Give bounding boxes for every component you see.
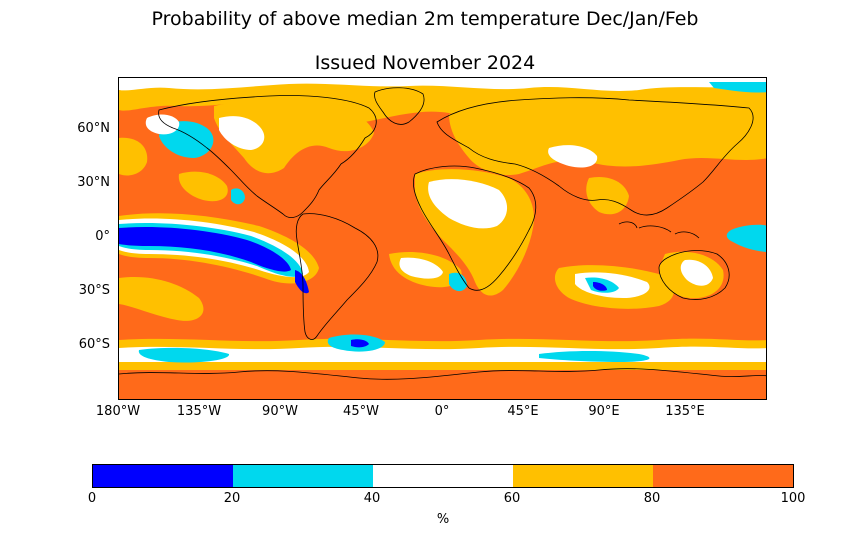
colorbar-tick-0: 0: [87, 491, 97, 506]
coast-antarctica: [119, 368, 766, 380]
probability-map: [118, 77, 767, 400]
region-neutral-australia: [680, 259, 713, 286]
region-low-arctic-ne: [709, 82, 766, 93]
region-very-low-indian-ocean: [593, 282, 607, 291]
lon-label-135w: 135°W: [176, 404, 222, 419]
coast-eurasia: [436, 97, 754, 216]
lon-label-90w: 90°W: [262, 404, 298, 419]
region-low-east-pacific: [726, 224, 766, 252]
region-very-low-southern-atlantic: [351, 339, 369, 348]
region-neutral-arctic: [119, 78, 766, 91]
lon-label-90e: 90°E: [588, 404, 620, 419]
lat-label-30n: 30°N: [77, 175, 110, 190]
region-low-southern-west: [138, 347, 230, 363]
region-neutral-south-atlantic: [399, 257, 443, 279]
region-high-north-america: [214, 100, 374, 174]
region-high-antarctica: [119, 370, 766, 399]
lat-label-60s: 60°S: [78, 337, 110, 352]
coast-australia: [658, 250, 730, 300]
lat-label-30s: 30°S: [78, 283, 110, 298]
region-high-eurasia: [449, 106, 766, 175]
colorbar-tick-60: 60: [503, 491, 521, 506]
region-high-south-pacific: [119, 276, 204, 321]
colorbar: [92, 464, 794, 488]
colorbar-tick-20: 20: [223, 491, 241, 506]
region-high-india: [586, 176, 629, 215]
lat-label-60n: 60°N: [77, 121, 110, 136]
lon-label-135e: 135°E: [665, 404, 705, 419]
region-high-mid-pacific: [178, 171, 228, 202]
region-low-south-atlantic: [449, 272, 467, 292]
colorbar-bin-80-100: [653, 465, 793, 487]
chart-title: Probability of above median 2m temperatu…: [151, 8, 699, 30]
region-low-mexico: [231, 188, 245, 205]
lon-label-180w: 180°W: [95, 404, 141, 419]
lon-label-45w: 45°W: [343, 404, 379, 419]
region-neutral-north-america: [219, 116, 265, 150]
chart-subtitle: Issued November 2024: [314, 52, 536, 74]
colorbar-tick-100: 100: [780, 491, 806, 506]
coastlines: [119, 87, 766, 380]
lat-label-0: 0°: [95, 229, 110, 244]
region-neutral-siberia: [548, 145, 598, 168]
coast-indonesia: [618, 221, 700, 239]
region-low-southern-east: [539, 351, 650, 362]
colorbar-tick-80: 80: [643, 491, 661, 506]
colorbar-bin-40-60: [373, 465, 513, 487]
lon-label-0: 0°: [434, 404, 450, 419]
region-high-north-pacific: [119, 137, 148, 176]
map-canvas: [119, 78, 766, 399]
coast-north-america: [158, 95, 377, 218]
colorbar-bin-0-20: [93, 465, 233, 487]
colorbar-bin-20-40: [233, 465, 373, 487]
region-very-low-peru: [295, 270, 309, 294]
colorbar-bin-60-80: [513, 465, 653, 487]
colorbar-tick-40: 40: [363, 491, 381, 506]
colorbar-unit: %: [436, 512, 450, 527]
coast-south-america: [295, 213, 379, 340]
lon-label-45e: 45°E: [507, 404, 539, 419]
coast-africa: [413, 165, 537, 291]
region-very-low-tropical-pacific: [119, 227, 291, 272]
region-neutral-alaska: [145, 114, 180, 135]
region-neutral-africa: [428, 179, 508, 229]
coast-greenland: [374, 87, 425, 125]
